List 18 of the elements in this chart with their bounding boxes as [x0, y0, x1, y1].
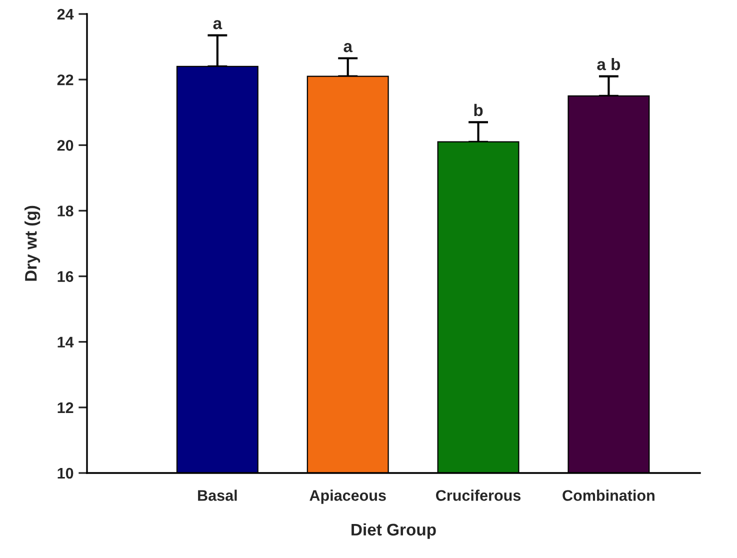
y-tick-label: 20: [57, 140, 74, 151]
annotation: a: [213, 20, 222, 30]
x-axis-title: Diet Group: [352, 523, 436, 539]
annotation: b: [474, 104, 483, 116]
y-tick-label: 14: [58, 336, 74, 348]
annotation: a: [344, 43, 353, 52]
y-tick-label: 16: [58, 271, 74, 282]
x-tick-label: Apiaceous: [310, 490, 386, 504]
y-tick-label: 22: [57, 74, 74, 86]
y-tick-label: 10: [58, 468, 74, 479]
annotation: a b: [597, 58, 620, 70]
y-tick-label: 12: [58, 402, 74, 413]
y-axis-title: Dry wt (g): [24, 206, 40, 281]
x-tick-label: Basal: [198, 490, 237, 501]
x-tick-label: Cruciferous: [436, 490, 521, 501]
y-tick-label: 24: [57, 8, 74, 20]
x-tick-label: Combination: [562, 490, 654, 501]
y-tick-label: 18: [58, 206, 74, 216]
